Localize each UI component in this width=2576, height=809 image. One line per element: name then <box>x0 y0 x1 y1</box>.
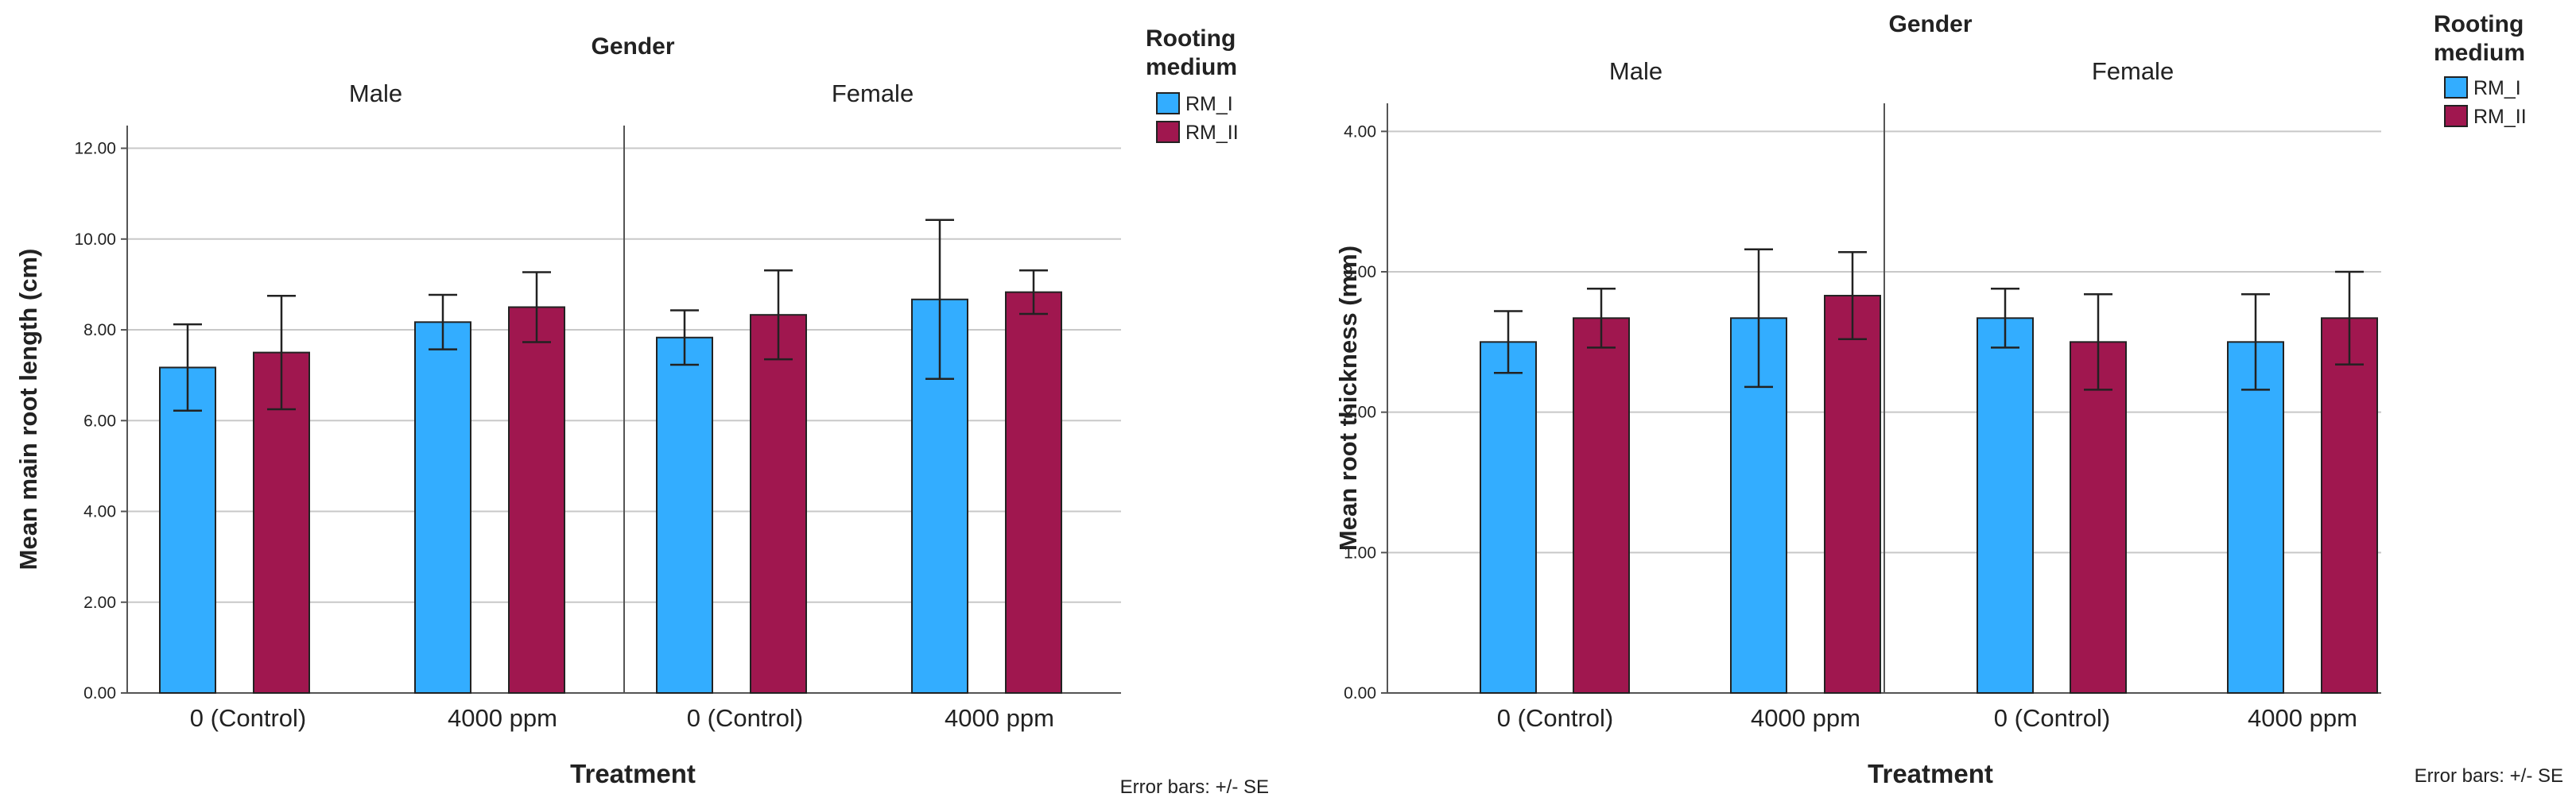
facet-header-title: Gender <box>1888 11 1972 37</box>
legend-label-rm_i: RM_I <box>2473 77 2521 99</box>
facet-title-female: Female <box>832 79 914 107</box>
x-category-label: 4000 ppm <box>945 704 1054 732</box>
chart-root-thickness: 0.00 1.00 2.00 3.00 4.00 Gender Male Female 0 (C… <box>1334 11 2563 788</box>
error-bar-note: Error bars: +/- SE <box>1120 776 1269 798</box>
y-tick-label: 4.00 <box>83 503 116 521</box>
chart-main-root-length: 0.00 2.00 4.00 6.00 8.00 10.00 12.00 Gender Male… <box>14 25 1269 798</box>
bar-rm_i-male-1 <box>414 321 471 694</box>
bar-rm_i-male-0 <box>1480 341 1537 694</box>
legend-title-line-1: Rooting <box>1146 25 1236 52</box>
x-category-label: 4000 ppm <box>2248 704 2357 732</box>
bar-rm_ii-male-1 <box>508 306 565 694</box>
y-tick-label: 0.00 <box>83 684 116 703</box>
y-tick-label: 12.00 <box>74 140 116 158</box>
bar-rm_ii-female-0 <box>750 314 807 694</box>
y-tick-label: 4.00 <box>1344 122 1376 141</box>
legend-label-rm_i: RM_I <box>1185 93 1233 115</box>
error-bar-note: Error bars: +/- SE <box>2415 765 2563 787</box>
legend-title-line-1: Rooting <box>2434 11 2524 37</box>
x-category-label: 0 (Control) <box>687 704 803 732</box>
bar-rm_i-female-0 <box>1977 317 2034 694</box>
y-tick-label: 2.00 <box>83 594 116 612</box>
facet-title-female: Female <box>2092 57 2174 85</box>
y-axis-title: Mean root thickness (mm) <box>1334 246 1362 551</box>
x-axis-title: Treatment <box>570 759 696 788</box>
bar-rm_ii-female-1 <box>2321 317 2378 694</box>
y-tick-label: 1.00 <box>1344 544 1376 562</box>
facet-header-title: Gender <box>591 33 674 60</box>
legend-swatch-rm_i <box>2444 76 2468 99</box>
legend-label-rm_ii: RM_II <box>1185 122 1239 144</box>
legend-swatch-rm_ii <box>2444 105 2468 127</box>
x-category-label: 4000 ppm <box>448 704 557 732</box>
facet-title-male: Male <box>349 79 402 107</box>
x-category-label: 0 (Control) <box>1497 704 1613 732</box>
bar-rm_ii-female-1 <box>1005 291 1062 694</box>
y-tick-label: 2.00 <box>1344 404 1376 422</box>
bar-rm_ii-female-0 <box>2070 341 2127 694</box>
y-axis-title: Mean main root length (cm) <box>14 249 42 571</box>
y-tick-label: 3.00 <box>1344 263 1376 281</box>
legend-swatch-rm_i <box>1156 92 1180 114</box>
y-tick-label: 8.00 <box>83 321 116 339</box>
legend-label-rm_ii: RM_II <box>2473 106 2527 128</box>
bar-rm_ii-male-1 <box>1824 295 1881 694</box>
x-category-label: 4000 ppm <box>1751 704 1860 732</box>
legend-swatch-rm_ii <box>1156 121 1180 143</box>
y-tick-label: 0.00 <box>1344 684 1376 703</box>
y-tick-label: 6.00 <box>83 412 116 430</box>
y-tick-label: 10.00 <box>74 230 116 249</box>
bar-rm_i-male-0 <box>159 366 216 694</box>
x-category-label: 0 (Control) <box>1994 704 2110 732</box>
legend-title-line-2: medium <box>1146 54 1237 80</box>
legend-title-line-2: medium <box>2434 40 2525 66</box>
facet-title-male: Male <box>1609 57 1662 85</box>
bar-rm_ii-male-0 <box>1573 317 1630 694</box>
x-axis-title: Treatment <box>1868 759 1993 788</box>
x-category-label: 0 (Control) <box>190 704 306 732</box>
bar-rm_i-female-0 <box>656 336 713 694</box>
bar-rm_i-female-1 <box>2227 341 2284 694</box>
